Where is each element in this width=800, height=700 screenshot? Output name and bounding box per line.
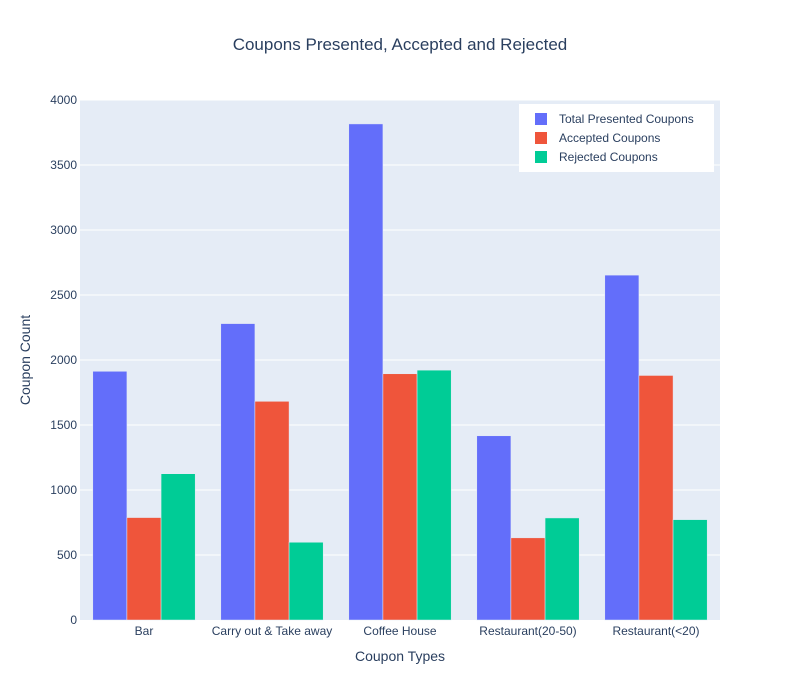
legend[interactable]: Total Presented Coupons Accepted Coupons R… bbox=[519, 104, 714, 172]
legend-label[interactable]: Accepted Coupons bbox=[559, 131, 660, 145]
x-axis-title: Coupon Types bbox=[355, 648, 445, 664]
legend-swatch[interactable] bbox=[535, 151, 547, 163]
legend-label[interactable]: Total Presented Coupons bbox=[559, 112, 694, 126]
x-tick-label: Coffee House bbox=[363, 624, 436, 638]
y-tick-label: 2500 bbox=[50, 288, 77, 302]
bar-total-presented-coupons-3[interactable] bbox=[476, 435, 512, 621]
y-tick-label: 3500 bbox=[50, 158, 77, 172]
x-tick-label: Bar bbox=[135, 624, 154, 638]
bar-rejected-coupons-0[interactable] bbox=[160, 473, 196, 621]
x-tick-label: Restaurant(20-50) bbox=[479, 624, 576, 638]
bar-accepted-coupons-4[interactable] bbox=[638, 375, 674, 621]
y-tick-label: 4000 bbox=[50, 93, 77, 107]
legend-swatch[interactable] bbox=[535, 113, 547, 125]
bar-accepted-coupons-2[interactable] bbox=[382, 373, 418, 621]
x-tick-label: Restaurant(<20) bbox=[612, 624, 699, 638]
x-tick-label: Carry out & Take away bbox=[212, 624, 333, 638]
y-tick-label: 3000 bbox=[50, 223, 77, 237]
bar-accepted-coupons-1[interactable] bbox=[254, 401, 290, 621]
legend-background bbox=[519, 104, 714, 172]
bar-accepted-coupons-0[interactable] bbox=[126, 517, 162, 621]
x-tick-labels: Bar Carry out & Take away Coffee House Rest… bbox=[135, 624, 700, 638]
y-tick-label: 1500 bbox=[50, 418, 77, 432]
bar-total-presented-coupons-2[interactable] bbox=[348, 123, 384, 621]
y-tick-labels: 0 500 1000 1500 2000 2500 3000 3500 4000 bbox=[50, 93, 77, 627]
y-axis-title: Coupon Count bbox=[17, 315, 33, 405]
bar-rejected-coupons-1[interactable] bbox=[288, 542, 324, 621]
bar-total-presented-coupons-1[interactable] bbox=[220, 323, 256, 621]
bar-total-presented-coupons-4[interactable] bbox=[604, 274, 640, 621]
bars bbox=[92, 123, 708, 621]
chart-title: Coupons Presented, Accepted and Rejected bbox=[233, 35, 568, 54]
y-tick-label: 2000 bbox=[50, 353, 77, 367]
bar-rejected-coupons-2[interactable] bbox=[416, 369, 452, 621]
bar-rejected-coupons-4[interactable] bbox=[672, 519, 708, 621]
legend-swatch[interactable] bbox=[535, 132, 547, 144]
y-tick-label: 0 bbox=[70, 613, 77, 627]
y-tick-label: 500 bbox=[57, 548, 77, 562]
bar-rejected-coupons-3[interactable] bbox=[544, 517, 580, 621]
bar-total-presented-coupons-0[interactable] bbox=[92, 371, 128, 621]
legend-label[interactable]: Rejected Coupons bbox=[559, 150, 658, 164]
y-tick-label: 1000 bbox=[50, 483, 77, 497]
bar-accepted-coupons-3[interactable] bbox=[510, 537, 546, 621]
